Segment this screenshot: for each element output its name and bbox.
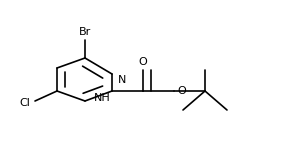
Text: NH: NH bbox=[94, 93, 111, 103]
Text: Br: Br bbox=[79, 27, 91, 37]
Text: O: O bbox=[177, 86, 186, 96]
Text: N: N bbox=[118, 75, 126, 85]
Text: Cl: Cl bbox=[19, 98, 30, 108]
Text: O: O bbox=[139, 57, 147, 67]
